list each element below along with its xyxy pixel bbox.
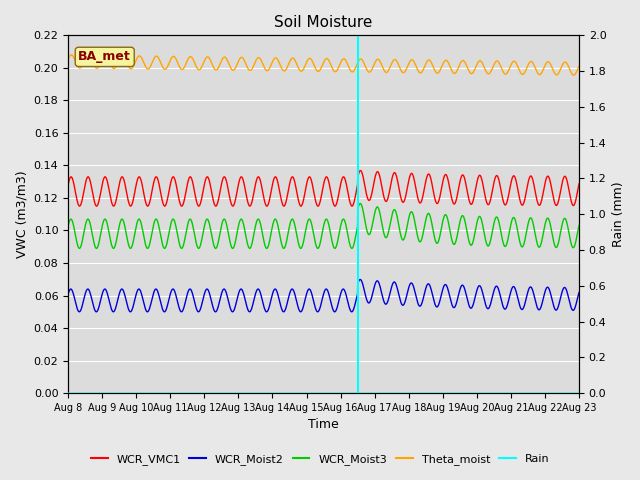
- Y-axis label: Rain (mm): Rain (mm): [612, 181, 625, 247]
- Text: BA_met: BA_met: [78, 50, 131, 63]
- X-axis label: Time: Time: [308, 419, 339, 432]
- Legend: WCR_VMC1, WCR_Moist2, WCR_Moist3, Theta_moist, Rain: WCR_VMC1, WCR_Moist2, WCR_Moist3, Theta_…: [86, 450, 554, 469]
- Y-axis label: VWC (m3/m3): VWC (m3/m3): [15, 170, 28, 258]
- Title: Soil Moisture: Soil Moisture: [275, 15, 372, 30]
